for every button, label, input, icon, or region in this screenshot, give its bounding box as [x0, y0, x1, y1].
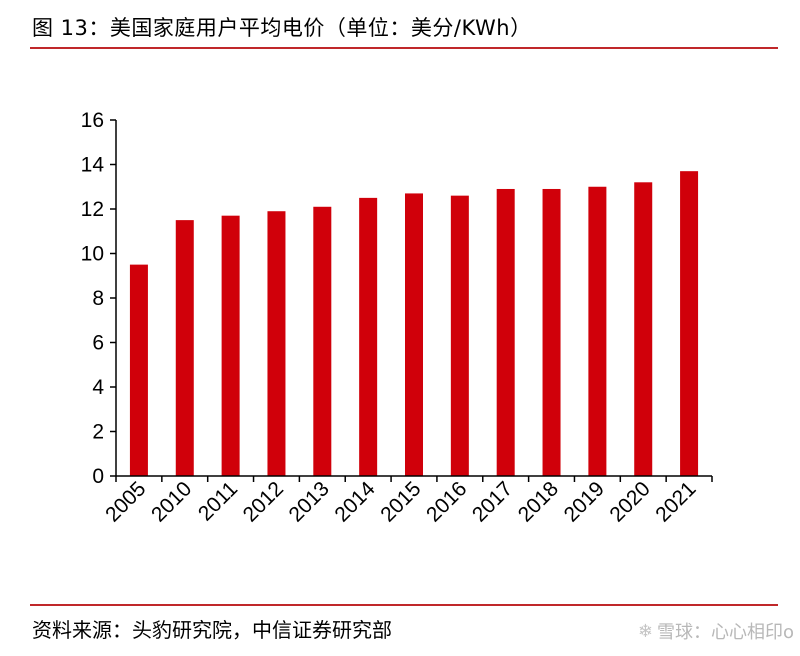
y-tick-label: 2	[92, 421, 104, 444]
y-tick-label: 0	[92, 465, 104, 488]
y-axis-ticks: 0 2 4 6 8 10 12 14 16	[81, 109, 116, 488]
bar-2014	[359, 197, 378, 476]
snowball-icon: ❄	[637, 620, 653, 642]
bar-2016	[450, 195, 469, 476]
x-tick-label: 2010	[147, 477, 196, 526]
bar-2011	[221, 215, 240, 477]
bar-2019	[588, 186, 607, 476]
x-tick-label: 2019	[560, 477, 609, 526]
bar-2021	[680, 171, 699, 477]
bar-2015	[405, 193, 423, 477]
watermark-text: 雪球：心心相印o	[656, 622, 794, 643]
x-tick-label: 2014	[330, 477, 380, 527]
x-tick-label: 2017	[468, 477, 517, 526]
x-tick-label: 2015	[376, 477, 425, 526]
watermark: ❄ 雪球：心心相印o	[638, 618, 794, 644]
x-tick-label: 2005	[101, 477, 150, 526]
chart-title: 图 13：美国家庭用户平均电价（单位：美分/KWh）	[32, 16, 532, 40]
x-tick-label: 2011	[194, 477, 242, 525]
x-tick-label: 2013	[285, 477, 334, 526]
y-tick-label: 8	[92, 287, 104, 310]
bar-2013	[313, 206, 332, 476]
y-tick-label: 10	[81, 243, 104, 266]
bar-2010	[175, 220, 194, 476]
y-tick-label: 16	[81, 109, 104, 132]
y-tick-label: 6	[92, 332, 104, 355]
bar-2018	[542, 188, 561, 476]
x-tick-label: 2020	[605, 477, 654, 526]
x-axis-ticks: 2005201020112012201320142015201620172018…	[101, 476, 713, 527]
bar-2017	[496, 188, 515, 476]
bar-2005	[129, 264, 148, 476]
title-divider	[30, 47, 778, 49]
bars-group	[129, 171, 699, 477]
y-tick-label: 12	[81, 198, 104, 221]
y-tick-label: 14	[81, 154, 105, 177]
x-tick-label: 2016	[422, 477, 471, 526]
x-tick-label: 2018	[514, 477, 563, 526]
bar-2020	[634, 182, 653, 477]
x-tick-label: 2012	[239, 477, 288, 526]
source-divider	[30, 604, 778, 606]
bar-2012	[267, 211, 286, 476]
x-tick-label: 2021	[651, 477, 700, 526]
source-note: 资料来源：头豹研究院，中信证券研究部	[32, 618, 392, 642]
y-tick-label: 4	[92, 376, 104, 399]
